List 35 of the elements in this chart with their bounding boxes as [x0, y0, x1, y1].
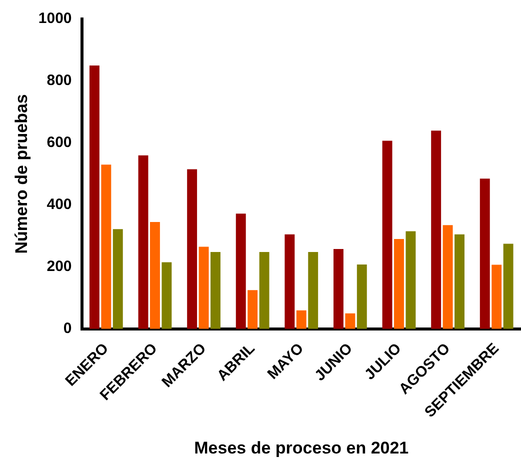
bar [442, 225, 453, 329]
bar [112, 229, 123, 329]
bar [356, 264, 367, 329]
y-tick-label: 200 [46, 258, 72, 276]
bar [138, 155, 148, 329]
bar [431, 130, 442, 329]
y-tick-label: 0 [63, 320, 72, 338]
bar [382, 140, 392, 329]
bar [394, 239, 404, 329]
bar [150, 222, 160, 329]
x-axis-title: Meses de proceso en 2021 [194, 438, 409, 458]
bar [308, 252, 318, 329]
bar [345, 313, 356, 329]
y-tick-label: 400 [46, 196, 72, 214]
bar [236, 214, 246, 329]
bar [492, 264, 502, 329]
bar [406, 231, 416, 329]
y-tick-label: 1000 [38, 10, 72, 28]
bar [101, 164, 112, 329]
bar [162, 262, 172, 329]
y-axis-title: Número de pruebas [12, 94, 31, 254]
bar [333, 248, 344, 329]
bar [187, 169, 198, 329]
y-tick-label: 600 [46, 134, 72, 152]
bar [284, 234, 295, 329]
bar [89, 65, 100, 329]
bar [210, 252, 220, 329]
bar [454, 234, 464, 329]
bar [480, 178, 490, 329]
bar [198, 246, 209, 329]
bar [259, 252, 270, 329]
bar [296, 310, 306, 329]
bar [248, 290, 258, 329]
y-tick-label: 800 [46, 72, 72, 90]
bar [503, 244, 514, 329]
